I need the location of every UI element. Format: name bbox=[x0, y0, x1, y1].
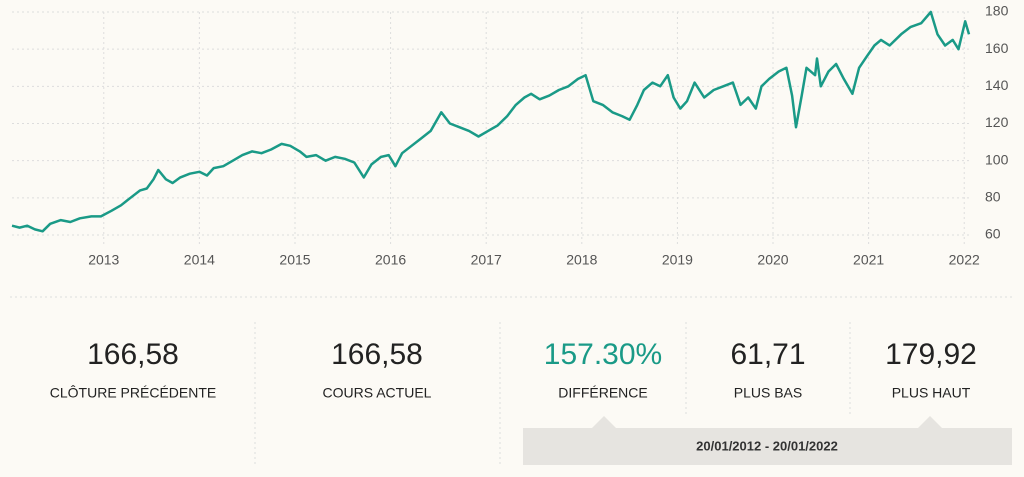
x-tick-label: 2020 bbox=[757, 252, 788, 268]
y-tick-label: 80 bbox=[985, 189, 1001, 205]
stat-label: CLÔTURE PRÉCÉDENTE bbox=[50, 385, 216, 401]
range-box bbox=[523, 416, 1012, 465]
y-tick-label: 120 bbox=[985, 114, 1009, 130]
stat-label: COURS ACTUEL bbox=[323, 385, 432, 401]
price-line bbox=[11, 10, 971, 233]
x-tick-label: 2022 bbox=[949, 252, 980, 268]
x-tick-label: 2018 bbox=[566, 252, 597, 268]
stat-value: 166,58 bbox=[87, 338, 179, 371]
stat-label: PLUS HAUT bbox=[892, 385, 971, 401]
y-tick-label: 140 bbox=[985, 77, 1009, 93]
stat-value: 179,92 bbox=[885, 338, 977, 371]
dividers bbox=[254, 322, 851, 465]
stat-value: 61,71 bbox=[730, 338, 805, 371]
x-tick-label: 2019 bbox=[662, 252, 693, 268]
stat-label: DIFFÉRENCE bbox=[558, 385, 647, 401]
x-tick-label: 2017 bbox=[471, 252, 502, 268]
stat-value: 166,58 bbox=[331, 338, 423, 371]
x-tick-label: 2014 bbox=[184, 252, 215, 268]
stat-label: PLUS BAS bbox=[734, 385, 802, 401]
x-tick-label: 2016 bbox=[375, 252, 406, 268]
y-tick-label: 160 bbox=[985, 40, 1009, 56]
y-tick-label: 60 bbox=[985, 226, 1001, 242]
range-text: 20/01/2012 - 20/01/2022 bbox=[696, 438, 838, 453]
x-tick-label: 2013 bbox=[88, 252, 119, 268]
x-tick-label: 2015 bbox=[279, 252, 310, 268]
x-tick-label: 2021 bbox=[853, 252, 884, 268]
stat-value: 157.30% bbox=[544, 338, 662, 371]
y-tick-label: 100 bbox=[985, 151, 1009, 167]
y-tick-label: 180 bbox=[985, 3, 1009, 19]
